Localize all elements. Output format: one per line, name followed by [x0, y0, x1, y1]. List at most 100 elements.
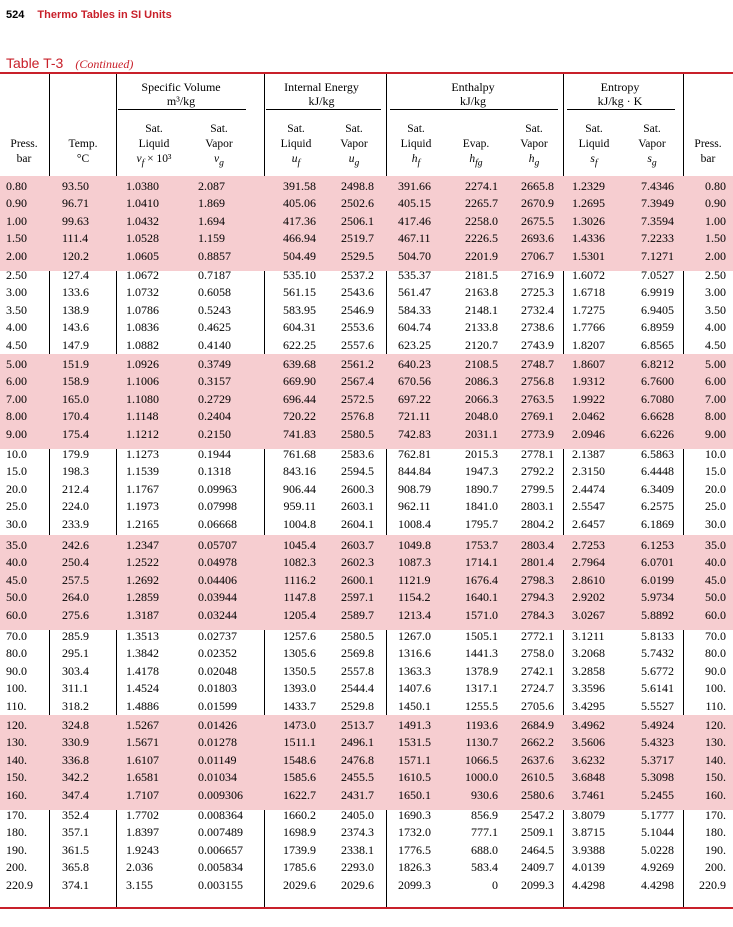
cell-press-right: 150.	[705, 770, 726, 785]
colhead-line: Sat.	[407, 123, 425, 135]
cell-press-right: 180.	[705, 825, 726, 840]
cell-temp: 165.0	[62, 391, 89, 406]
cell-hg: 2610.5	[521, 770, 554, 785]
cell-ug: 2496.1	[341, 735, 374, 750]
cell-sf: 1.2695	[572, 196, 605, 211]
colhead-line: Vapor	[520, 138, 548, 150]
cell-hg: 2801.4	[521, 555, 554, 570]
cell-hg: 2665.8	[521, 179, 554, 193]
cell-uf: 1257.6	[283, 629, 316, 643]
cell-vg: 0.6058	[198, 285, 231, 300]
cell-hfg: 1947.3	[465, 464, 498, 479]
cell-sf: 3.3596	[572, 681, 605, 696]
cell-press: 1.50	[6, 231, 27, 246]
cell-press-right: 15.0	[705, 464, 726, 479]
cell-ug: 2572.5	[341, 391, 374, 406]
cell-temp: 175.4	[62, 426, 89, 441]
cell-press-right: 160.	[705, 787, 726, 802]
cell-ug: 2529.5	[341, 248, 374, 263]
cell-sg: 6.4448	[641, 464, 674, 479]
cell-hg: 2725.3	[521, 285, 554, 300]
cell-sf: 2.8610	[572, 572, 605, 587]
cell-temp: 318.2	[62, 698, 89, 713]
cell-sf: 3.4962	[572, 718, 605, 732]
cell-temp: 361.5	[62, 842, 89, 857]
cell-ug: 2374.3	[341, 825, 374, 840]
cell-sg: 5.5527	[641, 698, 674, 713]
cell-press-right: 170.	[705, 808, 726, 822]
colhead-line: Evap.	[462, 138, 490, 150]
cell-press-right: 0.90	[705, 196, 726, 211]
cell-sf: 1.6718	[572, 285, 605, 300]
cell-vg: 0.06668	[198, 516, 237, 531]
cell-press-right: 5.00	[705, 357, 726, 371]
cell-uf: 1473.0	[283, 718, 316, 732]
cell-press: 6.00	[6, 374, 27, 389]
colhead-line: Sat.	[643, 123, 661, 135]
cell-vg: 0.007489	[198, 825, 243, 840]
cell-vg: 0.2729	[198, 391, 231, 406]
cell-press-right: 1.00	[705, 213, 726, 228]
cell-vf: 1.0786	[126, 302, 159, 317]
cell-ug: 2569.8	[341, 646, 374, 661]
cell-hf: 504.70	[398, 248, 431, 263]
cell-uf: 583.95	[283, 302, 316, 317]
cell-uf: 466.94	[283, 231, 316, 246]
colhead-vg: Sat. Vapor vg	[190, 122, 248, 170]
cell-hfg: 2274.1	[465, 179, 498, 193]
cell-sg: 6.6628	[641, 409, 674, 424]
cell-ug: 2544.4	[341, 681, 374, 696]
cell-hf: 697.22	[398, 391, 431, 406]
group-underline	[118, 109, 246, 110]
cell-hf: 1690.3	[398, 808, 431, 822]
cell-vg: 0.009306	[198, 787, 243, 802]
symbol-sub: f	[141, 157, 145, 169]
cell-temp: 120.2	[62, 248, 89, 263]
cell-hf: 640.23	[398, 357, 431, 371]
cell-sg: 6.1253	[641, 538, 674, 552]
cell-press: 25.0	[6, 499, 27, 514]
cell-vf: 1.0882	[126, 337, 159, 352]
cell-hf: 405.15	[398, 196, 431, 211]
cell-ug: 2567.4	[341, 374, 374, 389]
cell-sg: 7.2233	[641, 231, 674, 246]
cell-vf: 1.4524	[126, 681, 159, 696]
cell-temp: 147.9	[62, 337, 89, 352]
cell-hfg: 1066.5	[465, 752, 498, 767]
cell-hf: 1491.3	[398, 718, 431, 732]
cell-hf: 584.33	[398, 302, 431, 317]
cell-sf: 3.7461	[572, 787, 605, 802]
cell-hg: 2662.2	[521, 735, 554, 750]
cell-vf: 1.0528	[126, 231, 159, 246]
cell-press-right: 10.0	[705, 447, 726, 461]
cell-sg: 5.4323	[641, 735, 674, 750]
cell-hfg: 1640.1	[465, 590, 498, 605]
cell-hf: 844.84	[398, 464, 431, 479]
cell-press: 190.	[6, 842, 27, 857]
cell-sf: 3.4295	[572, 698, 605, 713]
cell-ug: 2431.7	[341, 787, 374, 802]
cell-hfg: 2265.7	[465, 196, 498, 211]
cell-press: 10.0	[6, 447, 27, 461]
symbol: u	[291, 153, 298, 165]
cell-vf: 1.0432	[126, 213, 159, 228]
cell-hg: 2705.6	[521, 698, 554, 713]
cell-hf: 1531.5	[398, 735, 431, 750]
cell-hf: 1363.3	[398, 663, 431, 678]
cell-vg: 0.01278	[198, 735, 237, 750]
cell-press: 30.0	[6, 516, 27, 531]
cell-hg: 2803.4	[521, 538, 554, 552]
cell-sf: 2.3150	[572, 464, 605, 479]
cell-hfg: 1317.1	[465, 681, 498, 696]
cell-ug: 2557.6	[341, 337, 374, 352]
cell-hf: 1267.0	[398, 629, 431, 643]
cell-vg: 0.008364	[198, 808, 243, 822]
cell-hf: 561.47	[398, 285, 431, 300]
cell-vf: 1.1973	[126, 499, 159, 514]
cell-uf: 1147.8	[283, 590, 316, 605]
cell-hf: 1121.9	[398, 572, 431, 587]
cell-press-right: 100.	[705, 681, 726, 696]
cell-hfg: 1676.4	[465, 572, 498, 587]
cell-hfg: 1441.3	[465, 646, 498, 661]
cell-hfg: 2148.1	[465, 302, 498, 317]
